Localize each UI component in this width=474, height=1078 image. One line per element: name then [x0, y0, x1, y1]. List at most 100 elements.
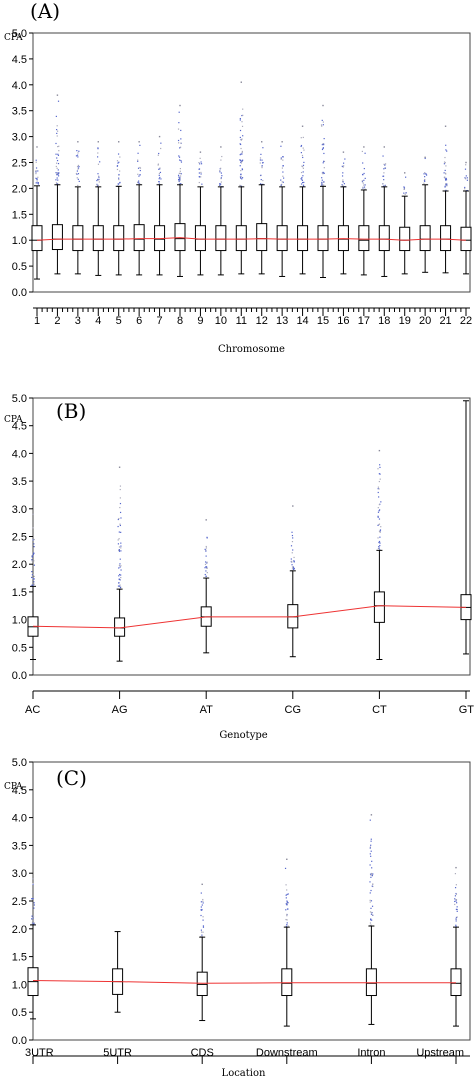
x-tick-label: 5: [116, 315, 122, 327]
outlier-point: [280, 185, 282, 187]
outlier-point: [219, 171, 221, 173]
outlier-point: [36, 182, 38, 184]
outlier-point: [364, 188, 366, 190]
outlier-point: [371, 867, 373, 869]
outlier-point: [178, 122, 180, 124]
outlier-point: [119, 558, 121, 560]
outlier-point: [118, 585, 121, 587]
outlier-point: [343, 183, 345, 185]
outlier-point: [56, 125, 58, 127]
outlier-point: [55, 182, 58, 184]
y-tick-label: 4.0: [12, 448, 27, 460]
x-tick-label: Downstream: [256, 1047, 318, 1059]
outlier-point: [240, 139, 243, 141]
outlier-point: [32, 539, 34, 541]
outlier-point: [382, 175, 385, 177]
outlier-point: [455, 866, 457, 869]
outlier-point: [118, 466, 121, 468]
box-iqr: [51, 224, 63, 251]
outlier-point: [97, 163, 100, 165]
outlier-point: [33, 902, 35, 904]
outlier-point: [202, 926, 205, 928]
outlier-point: [179, 168, 182, 170]
x-axis-label: Genotype: [219, 730, 267, 741]
outlier-point: [424, 178, 426, 181]
outlier-point: [58, 150, 60, 152]
outlier-point: [384, 185, 386, 187]
outlier-point: [118, 578, 120, 580]
outlier-point: [456, 902, 458, 904]
outlier-point: [455, 899, 458, 901]
outlier-point: [370, 814, 373, 816]
outlier-point: [425, 174, 428, 176]
x-tick-label: 22: [460, 315, 472, 327]
outlier-point: [323, 160, 326, 163]
outlier-point: [361, 181, 364, 183]
outlier-point: [56, 128, 58, 131]
outlier-point: [241, 177, 244, 179]
outlier-point: [379, 478, 381, 480]
outlier-point: [379, 531, 381, 533]
outlier-point: [159, 176, 161, 179]
outlier-point: [241, 168, 243, 170]
box-iqr: [194, 225, 206, 252]
outlier-point: [220, 177, 222, 180]
outlier-point: [160, 142, 162, 144]
outlier-point: [137, 159, 139, 161]
outlier-point: [137, 173, 139, 175]
outlier-point: [241, 151, 243, 154]
x-tick-label: 14: [296, 315, 308, 327]
outlier-point: [200, 901, 202, 903]
outlier-point: [444, 186, 446, 188]
outlier-point: [36, 180, 38, 182]
outlier-point: [377, 537, 379, 539]
outlier-point: [300, 144, 303, 147]
outlier-point: [378, 523, 381, 525]
outlier-point: [97, 156, 99, 158]
outlier-point: [378, 547, 380, 549]
outlier-point: [219, 184, 221, 186]
outlier-point: [119, 170, 121, 172]
outlier-point: [119, 488, 121, 491]
outlier-point: [262, 147, 264, 149]
outlier-point: [180, 173, 182, 175]
outlier-point: [35, 171, 37, 173]
outlier-point: [378, 509, 381, 511]
outlier-point: [282, 175, 284, 177]
outlier-point: [117, 183, 120, 185]
outlier-point: [379, 530, 381, 532]
outlier-point: [285, 925, 287, 927]
outlier-point: [403, 186, 405, 188]
outlier-point: [465, 175, 467, 177]
outlier-point: [293, 560, 295, 562]
outlier-point: [56, 177, 58, 179]
outlier-point: [35, 172, 37, 175]
outlier-point: [180, 159, 182, 162]
outlier-point: [120, 569, 122, 571]
outlier-point: [178, 156, 181, 158]
y-tick-label: 4.0: [12, 813, 27, 825]
box-2: [51, 94, 63, 275]
outlier-point: [119, 524, 122, 527]
outlier-point: [344, 158, 346, 160]
outlier-point: [240, 174, 242, 176]
outlier-point: [383, 163, 385, 165]
box-iqr: [378, 225, 390, 252]
outlier-point: [205, 547, 208, 549]
outlier-point: [378, 541, 380, 544]
outlier-point: [283, 177, 285, 179]
outlier-point: [118, 582, 120, 584]
y-tick-label: 2.0: [12, 559, 27, 571]
outlier-point: [76, 154, 79, 156]
outlier-point: [261, 167, 263, 169]
outlier-point: [200, 163, 203, 165]
outlier-point: [56, 167, 58, 169]
outlier-point: [455, 893, 458, 895]
box-CT: [373, 449, 385, 660]
outlier-point: [201, 883, 203, 886]
outlier-point: [384, 163, 387, 165]
outlier-point: [455, 916, 458, 919]
box-3UTR: [27, 878, 39, 1020]
outlier-point: [119, 563, 121, 565]
outlier-point: [291, 540, 294, 543]
